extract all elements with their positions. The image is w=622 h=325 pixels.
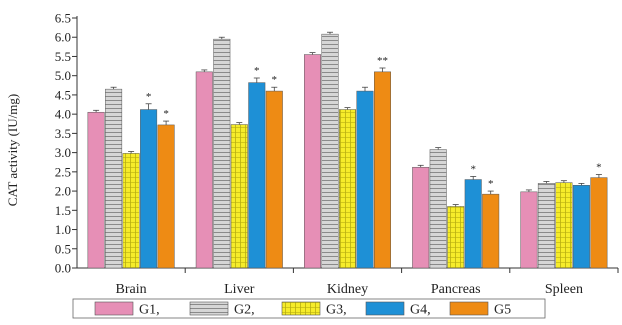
legend-label: G2, bbox=[234, 303, 255, 318]
legend-label: G1, bbox=[139, 303, 160, 318]
y-tick-label: 1.0 bbox=[55, 222, 71, 237]
legend-label: G4, bbox=[410, 303, 431, 318]
legend-swatch bbox=[94, 301, 134, 316]
bar-pancreas-s3 bbox=[447, 206, 465, 269]
y-tick-label: 2.5 bbox=[55, 164, 71, 179]
bar-pancreas-s1 bbox=[412, 166, 430, 269]
bar-kidney-s5 bbox=[374, 71, 391, 269]
bar-pancreas-s4 bbox=[464, 179, 482, 269]
y-tick-label: 0.0 bbox=[55, 261, 71, 276]
bar-kidney-s2 bbox=[321, 33, 339, 269]
bar-pancreas-s5 bbox=[482, 193, 500, 269]
bars-group: ********* bbox=[87, 31, 608, 269]
significance-marker: * bbox=[272, 74, 278, 86]
significance-marker: * bbox=[596, 162, 602, 174]
y-tick-label: 4.0 bbox=[55, 107, 71, 122]
legend-swatch bbox=[449, 301, 489, 316]
x-tick-label: Pancreas bbox=[431, 282, 481, 297]
bar-pancreas-s2 bbox=[429, 149, 447, 269]
bar-spleen-s5 bbox=[590, 177, 608, 269]
bar-liver-s2 bbox=[213, 38, 231, 269]
bar-kidney-s3 bbox=[339, 109, 356, 269]
legend-label: G5 bbox=[494, 303, 511, 318]
y-tick-label: 5.0 bbox=[55, 68, 71, 83]
significance-marker: * bbox=[470, 163, 476, 175]
significance-marker: * bbox=[146, 91, 152, 103]
legend-swatch bbox=[281, 301, 321, 316]
significance-marker: * bbox=[254, 65, 260, 77]
x-tick-label: Brain bbox=[116, 282, 147, 297]
bar-liver-s3 bbox=[230, 124, 248, 269]
x-axis: Brain Liver Kidney Pancreas Spleen bbox=[77, 267, 619, 297]
bar-brain-s3 bbox=[122, 153, 140, 269]
bar-brain-s4 bbox=[140, 109, 158, 269]
y-tick-label: 0.5 bbox=[55, 241, 71, 256]
legend-swatch bbox=[189, 301, 229, 316]
bar-spleen-s3 bbox=[555, 182, 573, 269]
bar-liver-s1 bbox=[195, 71, 213, 269]
y-tick-label: 3.5 bbox=[55, 126, 71, 141]
significance-marker: * bbox=[163, 108, 169, 120]
y-tick-label: 5.5 bbox=[55, 49, 71, 64]
bar-kidney-s4 bbox=[356, 90, 374, 269]
y-tick-label: 6.5 bbox=[55, 11, 71, 26]
x-tick-label: Kidney bbox=[327, 282, 368, 297]
bar-brain-s5 bbox=[157, 124, 175, 269]
bar-brain-s1 bbox=[87, 111, 105, 269]
bar-spleen-s4 bbox=[572, 185, 590, 269]
y-tick-label: 6.0 bbox=[55, 30, 71, 45]
bar-liver-s5 bbox=[265, 90, 283, 269]
significance-marker: * bbox=[488, 178, 494, 190]
x-tick-label: Spleen bbox=[545, 282, 583, 297]
y-tick-label: 1.5 bbox=[55, 203, 71, 218]
bar-spleen-s2 bbox=[537, 183, 555, 269]
y-tick-label: 2.0 bbox=[55, 184, 71, 199]
bar-liver-s4 bbox=[248, 82, 266, 269]
significance-marker: ** bbox=[377, 55, 388, 67]
legend-label: G3, bbox=[326, 303, 347, 318]
bar-brain-s2 bbox=[105, 88, 123, 269]
bar-kidney-s1 bbox=[304, 54, 321, 269]
legend: G1, G2, G3, G4, G5 bbox=[72, 298, 546, 319]
bar-spleen-s1 bbox=[520, 191, 538, 269]
x-tick-label: Liver bbox=[224, 282, 255, 297]
legend-swatch bbox=[365, 301, 405, 316]
y-axis-label: CAT activity (IU/mg) bbox=[5, 94, 20, 206]
y-tick-label: 4.5 bbox=[55, 87, 71, 102]
y-axis: 0.0 0.5 1.0 1.5 2.0 2.5 3.0 3.5 4.0 4.5 5.0 5.5 6.0 6… bbox=[55, 11, 78, 276]
y-tick-label: 3.0 bbox=[55, 145, 71, 160]
